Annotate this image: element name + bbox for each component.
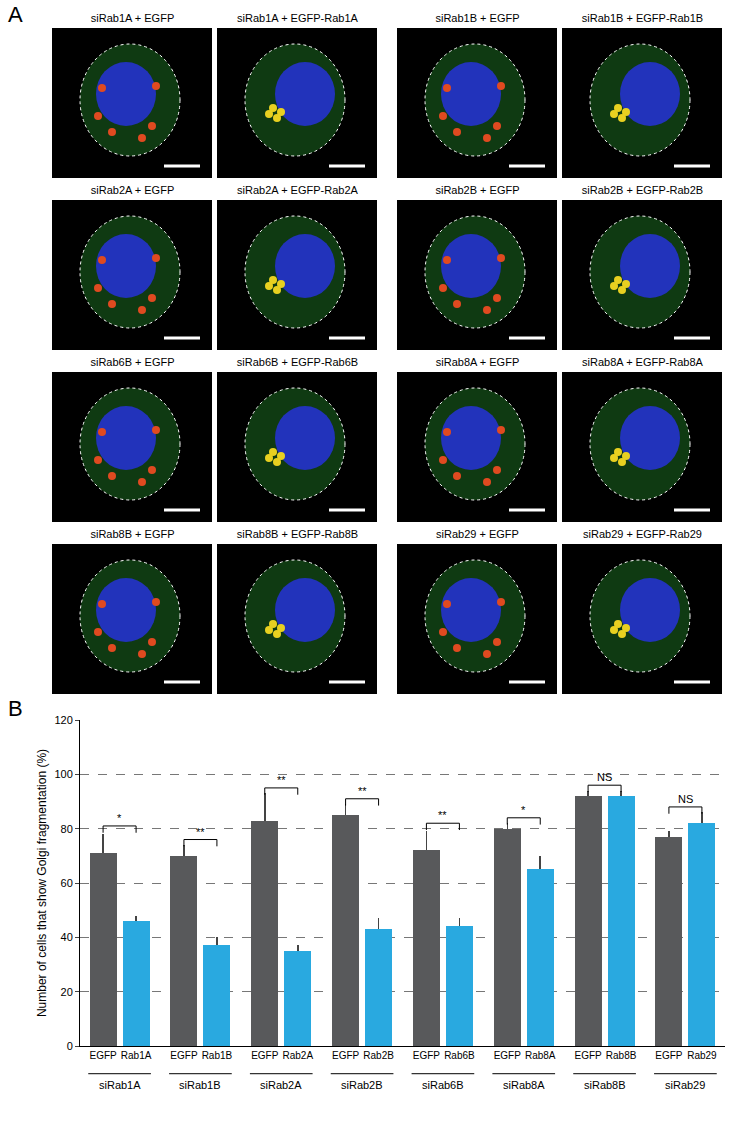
svg-text:60: 60 <box>61 877 73 889</box>
svg-text:EGFP: EGFP <box>332 1050 360 1061</box>
svg-text:Rab1A: Rab1A <box>121 1050 152 1061</box>
svg-text:80: 80 <box>61 823 73 835</box>
html-text:siRab6B + EGFP-Rab6B: siRab6B + EGFP-Rab6B <box>236 356 359 368</box>
svg-text:EGFP: EGFP <box>413 1050 441 1061</box>
svg-text:20: 20 <box>61 986 73 998</box>
svg-text:**: ** <box>196 826 205 838</box>
svg-text:Rab29: Rab29 <box>687 1050 717 1061</box>
svg-text:**: ** <box>277 774 286 786</box>
svg-text:siRab1B: siRab1B <box>179 1079 221 1091</box>
html-text:siRab29 + EGFP-Rab29: siRab29 + EGFP-Rab29 <box>583 528 702 540</box>
html-text:siRab1A + EGFP-Rab1A: siRab1A + EGFP-Rab1A <box>237 12 358 24</box>
svg-text:0: 0 <box>67 1040 73 1052</box>
svg-text:*: * <box>117 812 122 824</box>
svg-text:EGFP: EGFP <box>655 1050 683 1061</box>
svg-text:**: ** <box>358 785 367 797</box>
html-text:siRab1B + EGFP-Rab1B: siRab1B + EGFP-Rab1B <box>581 12 704 24</box>
svg-text:Rab6B: Rab6B <box>444 1050 475 1061</box>
html-text:siRab2B + EGFP-Rab2B: siRab2B + EGFP-Rab2B <box>581 184 704 196</box>
html-text:siRab29 + EGFP: siRab29 + EGFP <box>436 528 519 540</box>
html-text:siRab6B + EGFP: siRab6B + EGFP <box>90 356 175 368</box>
svg-text:Rab2B: Rab2B <box>363 1050 394 1061</box>
svg-text:Number of cells that show Golg: Number of cells that show Golgi fragment… <box>35 749 49 1017</box>
svg-text:EGFP: EGFP <box>89 1050 117 1061</box>
svg-text:NS: NS <box>597 771 612 783</box>
svg-text:Rab2A: Rab2A <box>282 1050 313 1061</box>
html-text:siRab1A + EGFP: siRab1A + EGFP <box>90 12 175 24</box>
svg-text:*: * <box>521 804 526 816</box>
svg-text:siRab1A: siRab1A <box>99 1079 141 1091</box>
svg-text:siRab6B: siRab6B <box>422 1079 464 1091</box>
html-text:siRab2A + EGFP: siRab2A + EGFP <box>90 184 175 196</box>
html-text:siRab2A + EGFP-Rab2A: siRab2A + EGFP-Rab2A <box>237 184 358 196</box>
svg-text:siRab2B: siRab2B <box>341 1079 383 1091</box>
html-text:B: B <box>8 696 23 721</box>
svg-text:EGFP: EGFP <box>494 1050 522 1061</box>
svg-text:Rab1B: Rab1B <box>202 1050 233 1061</box>
html-text:siRab8A + EGFP: siRab8A + EGFP <box>435 356 520 368</box>
html-text:siRab8B + EGFP: siRab8B + EGFP <box>90 528 175 540</box>
html-text:siRab1B + EGFP: siRab1B + EGFP <box>435 12 520 24</box>
svg-text:EGFP: EGFP <box>170 1050 198 1061</box>
svg-text:40: 40 <box>61 931 73 943</box>
svg-text:120: 120 <box>54 714 72 726</box>
svg-text:100: 100 <box>54 768 72 780</box>
svg-text:**: ** <box>438 809 447 821</box>
svg-text:EGFP: EGFP <box>251 1050 279 1061</box>
svg-text:Rab8B: Rab8B <box>606 1050 637 1061</box>
html-text:siRab2B + EGFP: siRab2B + EGFP <box>435 184 520 196</box>
html-text:siRab8B + EGFP-Rab8B: siRab8B + EGFP-Rab8B <box>236 528 359 540</box>
svg-text:Rab8A: Rab8A <box>525 1050 556 1061</box>
svg-text:EGFP: EGFP <box>574 1050 602 1061</box>
svg-text:siRab2A: siRab2A <box>260 1079 302 1091</box>
svg-text:siRab8A: siRab8A <box>503 1079 545 1091</box>
html-text:siRab8A + EGFP-Rab8A: siRab8A + EGFP-Rab8A <box>582 356 703 368</box>
svg-text:siRab29: siRab29 <box>665 1079 705 1091</box>
html-text:A: A <box>8 2 23 27</box>
svg-text:siRab8B: siRab8B <box>584 1079 626 1091</box>
svg-text:NS: NS <box>678 793 693 805</box>
